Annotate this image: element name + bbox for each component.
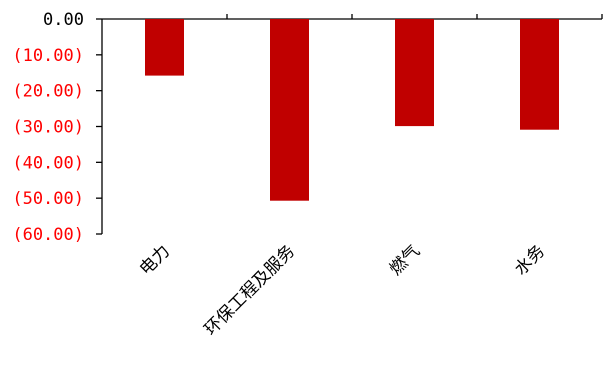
x-axis-labels: 电力 环保工程及服务 燃气 水务 (136, 241, 549, 339)
x-tick-label: 水务 (511, 241, 549, 279)
x-tick-label: 环保工程及服务 (201, 241, 299, 339)
y-tick-label: (50.00) (12, 189, 84, 209)
x-tick-label: 电力 (136, 241, 174, 279)
y-tick-label: (30.00) (12, 118, 84, 138)
bars (145, 19, 559, 201)
bar-2 (395, 19, 434, 127)
y-tick-label: (60.00) (12, 225, 84, 245)
y-axis-ticks: 0.00 (10.00) (20.00) (30.00) (40.00) (50.00) (… (12, 10, 102, 245)
x-tick-label: 燃气 (386, 241, 424, 279)
bar-0 (145, 19, 184, 76)
y-tick-label: (40.00) (12, 153, 84, 173)
y-tick-label: 0.00 (43, 10, 84, 30)
y-tick-label: (10.00) (12, 46, 84, 66)
bar-1 (270, 19, 309, 201)
bar-3 (520, 19, 559, 130)
y-tick-label: (20.00) (12, 82, 84, 102)
